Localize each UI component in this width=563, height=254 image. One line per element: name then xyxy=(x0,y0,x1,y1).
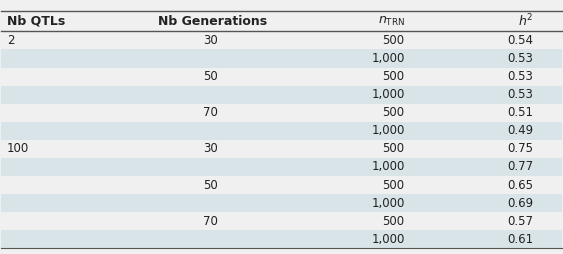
Text: 1,000: 1,000 xyxy=(372,52,405,65)
Text: 0.53: 0.53 xyxy=(508,88,534,101)
Bar xyxy=(1,230,562,248)
Text: 500: 500 xyxy=(383,70,405,83)
Text: $\mathit{n}_\mathrm{TRN}$: $\mathit{n}_\mathrm{TRN}$ xyxy=(378,15,405,28)
Bar xyxy=(1,86,562,104)
Text: 0.75: 0.75 xyxy=(508,142,534,155)
Text: 500: 500 xyxy=(383,34,405,47)
Text: 30: 30 xyxy=(203,34,218,47)
Text: 500: 500 xyxy=(383,215,405,228)
Text: 500: 500 xyxy=(383,106,405,119)
Text: 500: 500 xyxy=(383,179,405,192)
Text: 0.61: 0.61 xyxy=(507,233,534,246)
Text: 1,000: 1,000 xyxy=(372,88,405,101)
Text: 30: 30 xyxy=(203,142,218,155)
Text: Nb Generations: Nb Generations xyxy=(158,15,267,28)
Bar xyxy=(1,194,562,212)
Text: 1,000: 1,000 xyxy=(372,161,405,173)
Bar xyxy=(1,50,562,68)
Text: 0.54: 0.54 xyxy=(508,34,534,47)
Text: 50: 50 xyxy=(203,179,218,192)
Text: 0.49: 0.49 xyxy=(507,124,534,137)
Text: 1,000: 1,000 xyxy=(372,197,405,210)
Text: 70: 70 xyxy=(203,106,218,119)
Text: $\mathit{h}^2$: $\mathit{h}^2$ xyxy=(518,13,534,30)
Text: 70: 70 xyxy=(203,215,218,228)
Text: Nb QTLs: Nb QTLs xyxy=(7,15,65,28)
Text: 100: 100 xyxy=(7,142,29,155)
Text: 2: 2 xyxy=(7,34,15,47)
Text: 1,000: 1,000 xyxy=(372,233,405,246)
Text: 0.51: 0.51 xyxy=(508,106,534,119)
Text: 0.57: 0.57 xyxy=(508,215,534,228)
Bar xyxy=(1,158,562,176)
Text: 1,000: 1,000 xyxy=(372,124,405,137)
Text: 0.53: 0.53 xyxy=(508,52,534,65)
Text: 500: 500 xyxy=(383,142,405,155)
Text: 0.53: 0.53 xyxy=(508,70,534,83)
Bar xyxy=(1,122,562,140)
Text: 50: 50 xyxy=(203,70,218,83)
Text: 0.65: 0.65 xyxy=(508,179,534,192)
Text: 0.69: 0.69 xyxy=(507,197,534,210)
Text: 0.77: 0.77 xyxy=(507,161,534,173)
